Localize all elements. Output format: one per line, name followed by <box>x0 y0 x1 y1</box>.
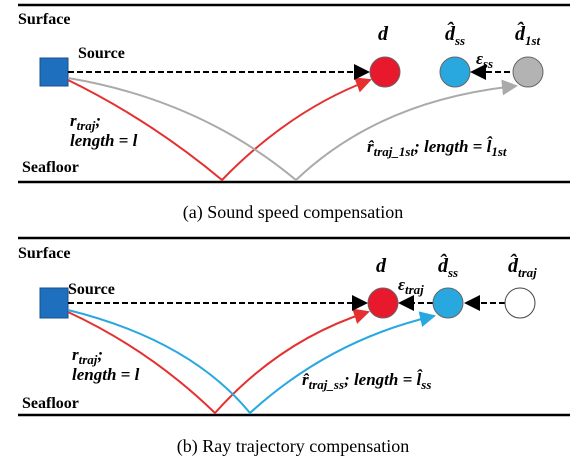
text-part: d̂ <box>445 20 456 45</box>
text-part: ; length = <box>344 370 417 389</box>
caption: (b) Ray trajectory compensation <box>177 436 409 457</box>
seafloor-label: Seafloor <box>22 159 79 176</box>
text-part: r̂ <box>302 370 309 389</box>
first-position <box>512 56 544 88</box>
traj-position <box>504 287 536 319</box>
text-part: traj <box>77 118 96 133</box>
text-part: ; <box>95 111 101 130</box>
estimate-label: r̂traj_1st; length = l̂1st <box>367 136 507 159</box>
text-part: traj <box>405 282 424 297</box>
surface-label: Surface <box>18 11 70 28</box>
true-ray <box>67 77 372 182</box>
seafloor-label: Seafloor <box>22 395 79 412</box>
text-part: l̂ <box>417 369 423 389</box>
text-part: d̂ <box>508 252 519 277</box>
text-part: r <box>70 111 77 130</box>
text-part: ss <box>420 377 431 392</box>
panel-a: Surface Seafloor Source d d̂ss d̂1st εss… <box>18 3 570 223</box>
dss-label: d̂ss <box>438 252 458 280</box>
source-label: Source <box>68 281 115 298</box>
estimated-ray <box>67 309 436 415</box>
true-position <box>367 287 399 319</box>
text-part: ss <box>454 33 465 48</box>
text-part: d̂ <box>438 252 449 277</box>
d-label: d <box>376 255 387 277</box>
text-part: traj_1st <box>374 144 415 159</box>
text-part: d̂ <box>515 20 526 45</box>
text-part: 1st <box>525 33 541 48</box>
text-part: traj_ss <box>309 377 344 392</box>
estimate-label: r̂traj_ss; length = l̂ss <box>302 369 431 392</box>
text-part: ss <box>482 56 493 71</box>
length-label: length = l <box>72 365 140 384</box>
traj-label: rtraj; <box>72 345 103 367</box>
dss-label: d̂ss <box>445 20 465 48</box>
d-label: d <box>378 23 389 45</box>
text-part: 1st <box>491 144 507 159</box>
d1st-label: d̂1st <box>515 20 541 48</box>
text-part: traj <box>518 265 537 280</box>
ss-position <box>439 56 471 88</box>
text-part: ε <box>398 275 405 294</box>
source <box>39 287 69 319</box>
panel-b: Surface Seafloor Source d d̂ss d̂traj εt… <box>18 236 570 457</box>
true-ray <box>67 308 370 415</box>
text-part: ; length = <box>414 137 487 156</box>
text-part: l̂ <box>487 136 493 156</box>
epsilon-label: εss <box>476 49 493 71</box>
true-position <box>369 56 401 88</box>
source-label: Source <box>78 45 125 62</box>
text-part: r̂ <box>367 137 374 156</box>
epsilon-label: εtraj <box>398 275 424 297</box>
ss-position <box>432 287 464 319</box>
text-part: ss <box>447 265 458 280</box>
source <box>39 57 69 87</box>
surface-label: Surface <box>18 245 70 262</box>
dtraj-label: d̂traj <box>508 252 537 280</box>
text-part: traj <box>79 352 98 367</box>
traj-label: rtraj; <box>70 111 101 133</box>
estimated-ray <box>67 77 518 182</box>
text-part: ε <box>476 49 483 68</box>
text-part: r <box>72 345 79 364</box>
length-label: length = l <box>70 131 138 150</box>
caption: (a) Sound speed compensation <box>183 202 403 223</box>
text-part: ; <box>97 345 103 364</box>
